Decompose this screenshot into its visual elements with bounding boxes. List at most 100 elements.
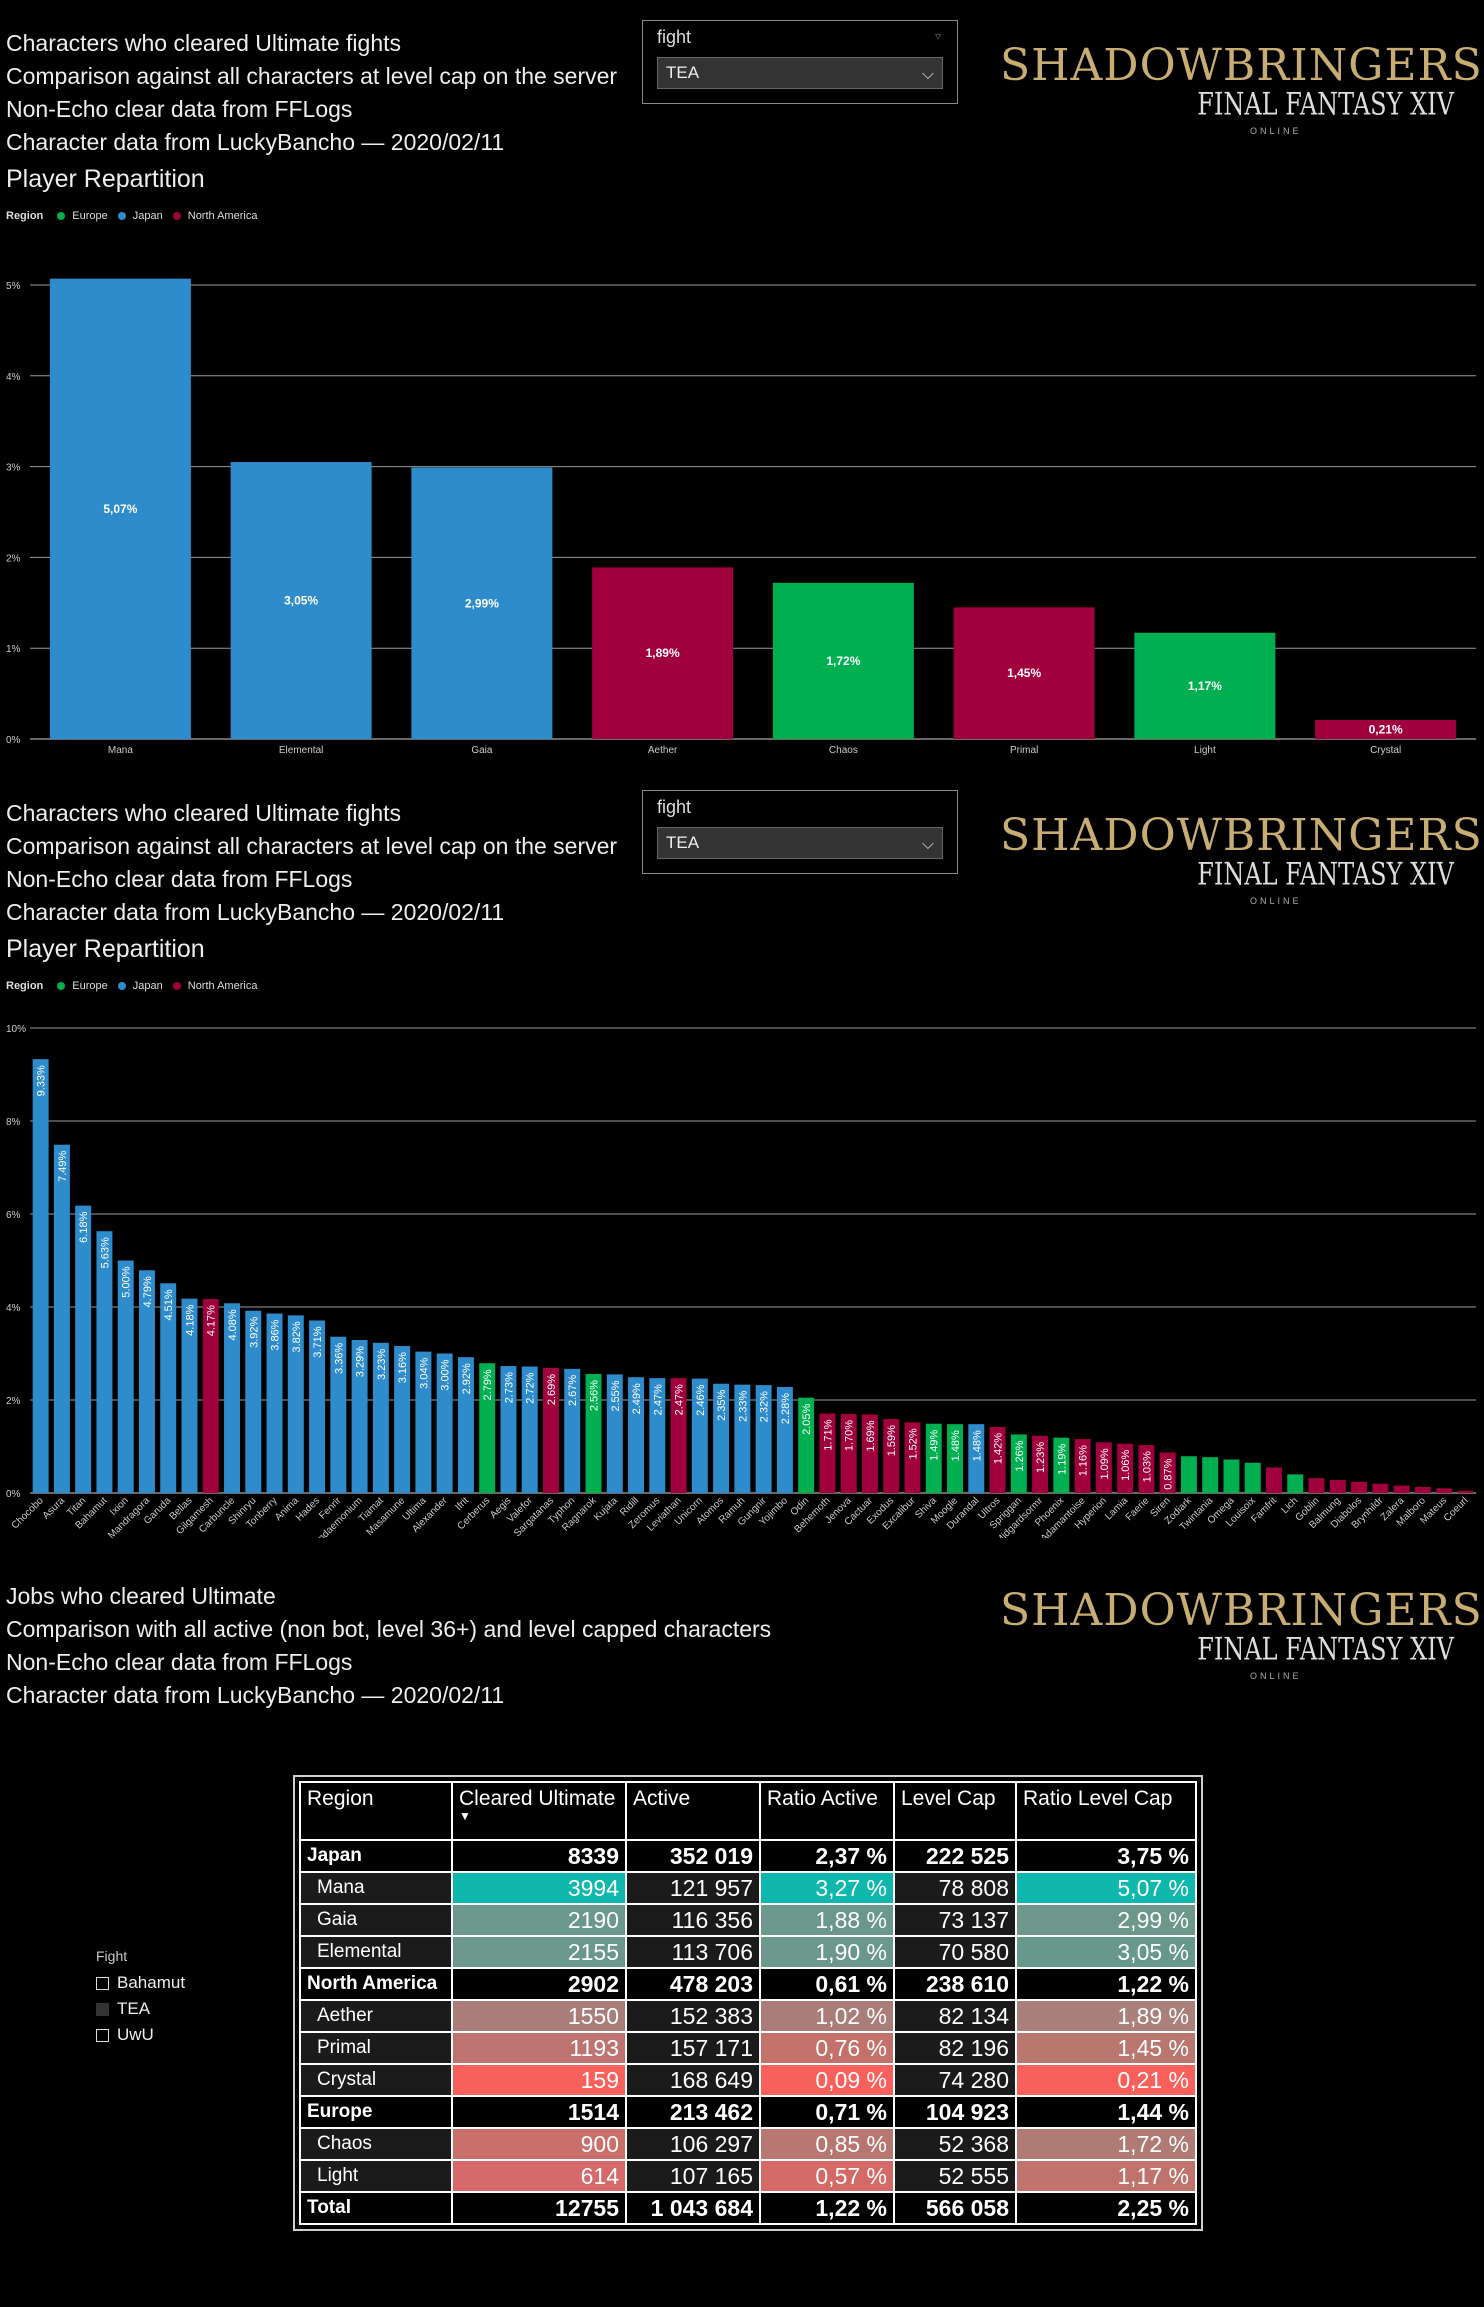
fight-slicer[interactable]: fight ▿ TEA ⌵	[642, 20, 958, 104]
table-cell: 0,57 %	[759, 2159, 895, 2193]
table-cell: 3,05 %	[1015, 1935, 1197, 1969]
y-tick-label: 2%	[6, 553, 21, 564]
data-label: 1.42%	[993, 1433, 1005, 1464]
data-label: 1.52%	[907, 1428, 919, 1459]
data-label: 1,89%	[646, 646, 680, 660]
y-tick-label: 0%	[6, 1489, 21, 1500]
bar	[32, 1059, 49, 1493]
x-tick-label: Gaia	[471, 745, 493, 756]
column-header[interactable]: Ratio Active	[759, 1781, 895, 1841]
data-label: 3.71%	[312, 1326, 324, 1357]
checkbox-icon[interactable]	[96, 1976, 109, 1990]
table-row[interactable]: Total 12755 1 043 684 1,22 % 566 058 2,25 %	[299, 2191, 1197, 2225]
bar	[819, 1413, 836, 1493]
table-row[interactable]: Europe 1514 213 462 0,71 % 104 923 1,44 %	[299, 2095, 1197, 2129]
bar	[755, 1385, 772, 1493]
table-row[interactable]: Crystal 159 168 649 0,09 % 74 280 0,21 %	[299, 2063, 1197, 2097]
table-row[interactable]: Mana 3994 121 957 3,27 % 78 808 5,07 %	[299, 1871, 1197, 1905]
data-label: 0,21%	[1369, 722, 1403, 736]
row-label: Crystal	[299, 2063, 453, 2097]
table-row[interactable]: North America 2902 478 203 0,61 % 238 610 1,2…	[299, 1967, 1197, 2001]
table-row[interactable]: Chaos 900 106 297 0,85 % 52 368 1,72 %	[299, 2127, 1197, 2161]
legend-dot-europe	[57, 982, 66, 990]
bar	[968, 1424, 985, 1493]
table-row[interactable]: Gaia 2190 116 356 1,88 % 73 137 2,99 %	[299, 1903, 1197, 1937]
row-label: Total	[299, 2191, 453, 2225]
table-cell: 5,07 %	[1015, 1871, 1197, 1905]
bar	[160, 1283, 177, 1493]
sort-desc-icon[interactable]: ▼	[459, 1809, 471, 1823]
table-cell: 157 171	[625, 2031, 761, 2065]
bar	[1180, 1456, 1197, 1493]
data-label: 5.00%	[121, 1266, 133, 1297]
table-row[interactable]: Elemental 2155 113 706 1,90 % 70 580 3,05 %	[299, 1935, 1197, 1969]
header-line: Character data from LuckyBancho — 2020/0…	[6, 129, 505, 155]
bar	[500, 1366, 517, 1493]
data-label: 1.09%	[1099, 1448, 1111, 1479]
data-label: 1,45%	[1007, 666, 1041, 680]
column-header[interactable]: Active	[625, 1781, 761, 1841]
slicer-dropdown[interactable]: TEA ⌵	[657, 827, 943, 859]
checkbox-icon[interactable]	[96, 2002, 109, 2016]
bar	[628, 1377, 645, 1493]
bar	[1372, 1483, 1389, 1493]
data-label: 9.33%	[36, 1065, 48, 1096]
panel-3-header: Jobs who cleared Ultimate Comparison wit…	[6, 1580, 771, 1712]
column-header[interactable]: Region	[299, 1781, 453, 1841]
logo-online: ONLINE	[1250, 896, 1302, 906]
row-label: Chaos	[299, 2127, 453, 2161]
logo-online: ONLINE	[1250, 1671, 1302, 1681]
bar	[49, 278, 191, 739]
header-line: Comparison against all characters at lev…	[6, 63, 618, 89]
fight-slicer[interactable]: fight TEA ⌵	[642, 790, 958, 874]
table-row[interactable]: Primal 1193 157 171 0,76 % 82 196 1,45 %	[299, 2031, 1197, 2065]
fight-option-uwu[interactable]: UwU	[96, 2022, 185, 2048]
logo-title: SHADOWBRINGERS	[1000, 40, 1483, 91]
table-cell: 3,27 %	[759, 1871, 895, 1905]
logo-subtitle: FINAL FANTASY XIV	[1197, 855, 1454, 893]
bar	[1266, 1467, 1282, 1493]
checkbox-icon[interactable]	[96, 2028, 109, 2042]
legend-label: Europe	[72, 980, 108, 992]
data-label: 1.48%	[971, 1430, 983, 1461]
bar	[861, 1414, 878, 1493]
y-tick-label: 0%	[6, 735, 21, 746]
column-header[interactable]: Cleared Ultimate ▼	[451, 1781, 627, 1841]
slicer-dropdown[interactable]: TEA ⌵	[657, 57, 943, 89]
bar	[776, 1386, 793, 1493]
legend-dot-europe	[57, 212, 66, 220]
table-row[interactable]: Light 614 107 165 0,57 % 52 555 1,17 %	[299, 2159, 1197, 2193]
table-row[interactable]: Aether 1550 152 383 1,02 % 82 134 1,89 %	[299, 1999, 1197, 2033]
table-cell: 1 043 684	[625, 2191, 761, 2225]
fight-option-tea[interactable]: TEA	[96, 1996, 185, 2022]
column-header[interactable]: Ratio Level Cap	[1015, 1781, 1197, 1841]
bar	[798, 1397, 815, 1493]
data-label: 3.04%	[418, 1357, 430, 1388]
bar	[521, 1366, 538, 1493]
bar	[1436, 1488, 1453, 1493]
bar-chart-servers: 0% 1% 2% 3% 4% 5% 5,07% Mana 3,05% Elemental 2,99%…	[6, 278, 1476, 756]
chevron-down-icon[interactable]: ⌵	[921, 836, 934, 853]
bar	[75, 1205, 92, 1493]
bar	[1095, 1442, 1112, 1493]
row-label: Elemental	[299, 1935, 453, 1969]
chevron-down-icon[interactable]: ⌵	[921, 66, 934, 83]
table-cell: 2902	[451, 1967, 627, 2001]
bar	[564, 1368, 581, 1493]
table-cell: 1,02 %	[759, 1999, 895, 2033]
data-label: 1.23%	[1035, 1442, 1047, 1473]
data-label: 6.18%	[78, 1211, 90, 1242]
table-row[interactable]: Japan 8339 352 019 2,37 % 222 525 3,75 %	[299, 1839, 1197, 1873]
fight-option-label: TEA	[117, 1999, 151, 2018]
fight-option-bahamut[interactable]: Bahamut	[96, 1970, 185, 1996]
table-cell: 213 462	[625, 2095, 761, 2129]
column-header[interactable]: Level Cap	[893, 1781, 1017, 1841]
bar	[1329, 1479, 1346, 1493]
bar	[1244, 1462, 1261, 1493]
table-header-row: Region Cleared Ultimate ▼ Active Ratio Ac…	[299, 1781, 1197, 1841]
table-cell: 106 297	[625, 2127, 761, 2161]
x-tick-label: Mana	[108, 745, 133, 756]
fight-option-label: Bahamut	[117, 1973, 186, 1992]
table-cell: 614	[451, 2159, 627, 2193]
row-label: Japan	[299, 1839, 453, 1873]
